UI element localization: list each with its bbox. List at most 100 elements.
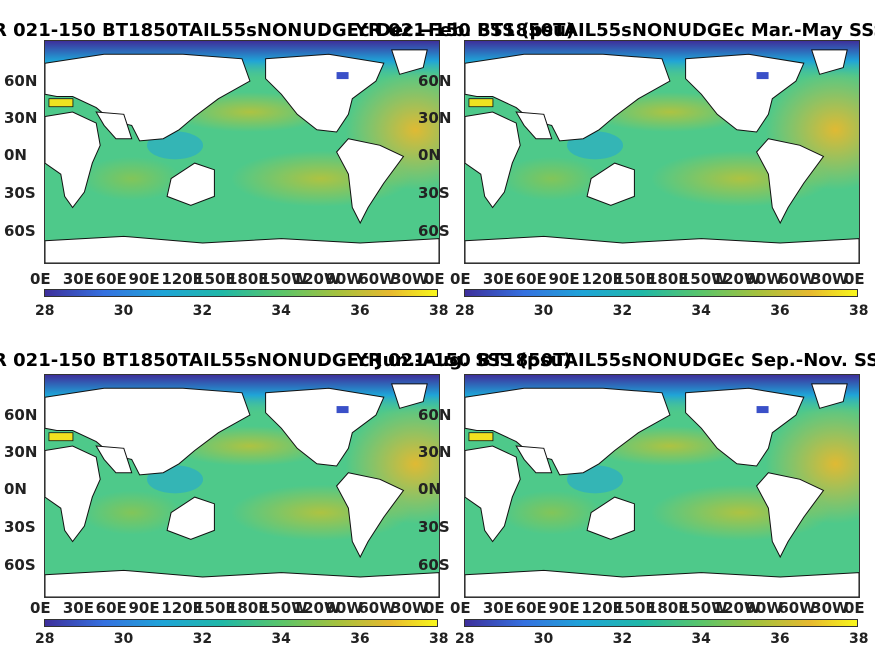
panel-title: YR 021-150 BT1850TAIL55sNONUDGEc Jun.-Au… (0, 350, 572, 371)
longitude-tick-label: 90E (128, 599, 160, 617)
longitude-tick-label: 150W (259, 270, 308, 288)
longitude-tick-label: 180E (227, 599, 269, 617)
map-canvas (45, 41, 439, 263)
colorbar-tick-label: 30 (113, 631, 134, 647)
colorbar-tick-label: 34 (271, 631, 291, 647)
longitude-tick-label: 120W (292, 599, 341, 617)
colorbar-tick-label: 30 (533, 303, 554, 319)
land-mass (465, 445, 521, 543)
land-mass (265, 387, 385, 467)
land-mass (465, 111, 521, 209)
longitude-tick-label: 0E (424, 270, 445, 288)
salinity-map (464, 374, 860, 598)
salinity-map (44, 40, 440, 264)
land-mass (685, 387, 805, 467)
longitude-tick-label: 90W (325, 599, 363, 617)
longitude-tick-label: 30W (811, 270, 849, 288)
mediterranean-high-salinity (468, 98, 494, 108)
land-mass (515, 445, 553, 474)
longitude-tick-label: 150E (614, 599, 656, 617)
latitude-tick-label: 0N (418, 480, 441, 499)
longitude-tick-label: 0E (844, 270, 865, 288)
mediterranean-high-salinity (48, 98, 74, 108)
latitude-tick-label: 60N (418, 71, 452, 90)
mediterranean-high-salinity (48, 432, 74, 442)
latitude-tick-label: 0N (418, 146, 441, 165)
longitude-tick-label: 120W (292, 270, 341, 288)
longitude-tick-label: 60E (95, 270, 127, 288)
longitude-tick-label: 0E (30, 599, 51, 617)
colorbar-tick-label: 28 (455, 631, 475, 647)
colorbar-tick-label: 38 (849, 303, 869, 319)
latitude-tick-label: 60N (4, 71, 38, 90)
colorbar-tick-label: 32 (192, 303, 213, 319)
land-mass (515, 111, 553, 140)
colorbar-tick-label: 32 (612, 631, 633, 647)
longitude-tick-label: 150W (259, 599, 308, 617)
land-mass (465, 235, 859, 263)
latitude-tick-label: 60S (4, 222, 36, 241)
hudson-bay-low-salinity (336, 406, 349, 414)
longitude-tick-label: 60E (515, 599, 547, 617)
latitude-tick-label: 60N (418, 405, 452, 424)
colorbar-tick-label: 34 (691, 303, 711, 319)
longitude-tick-label: 30E (482, 599, 514, 617)
latitude-tick-label: 0N (4, 480, 27, 499)
longitude-tick-label: 30E (482, 270, 514, 288)
latitude-tick-label: 30N (418, 108, 452, 127)
latitude-tick-label: 30S (4, 184, 36, 203)
colorbar-tick-label: 32 (192, 631, 213, 647)
land-mass (465, 569, 859, 597)
longitude-tick-label: 120E (161, 599, 203, 617)
land-mass (45, 569, 439, 597)
latitude-tick-label: 30N (418, 442, 452, 461)
longitude-tick-label: 30E (62, 270, 94, 288)
land-mass (465, 53, 671, 142)
salinity-map (44, 374, 440, 598)
longitude-tick-label: 180E (647, 599, 689, 617)
colorbar-tick-label: 28 (35, 631, 55, 647)
colorbar-tick-label: 38 (429, 303, 449, 319)
land-mass (45, 445, 101, 543)
colorbar (44, 289, 438, 297)
land-mass (335, 472, 405, 559)
hudson-bay-low-salinity (756, 72, 769, 80)
longitude-tick-label: 120E (161, 270, 203, 288)
latitude-tick-label: 60N (4, 405, 38, 424)
latitude-tick-label: 30N (4, 442, 38, 461)
latitude-tick-label: 30N (4, 108, 38, 127)
colorbar-tick-label: 30 (533, 631, 554, 647)
colorbar-tick-label: 36 (350, 303, 370, 319)
indian-ocean-salinity (81, 156, 182, 201)
longitude-tick-label: 30W (391, 599, 429, 617)
longitude-tick-label: 0E (30, 270, 51, 288)
latitude-tick-label: 60S (4, 556, 36, 575)
longitude-tick-label: 60W (358, 599, 396, 617)
longitude-tick-label: 150E (194, 599, 236, 617)
longitude-tick-label: 90W (745, 270, 783, 288)
land-mass (95, 111, 133, 140)
longitude-tick-label: 180E (647, 270, 689, 288)
longitude-tick-label: 30E (62, 599, 94, 617)
colorbar-tick-label: 32 (612, 303, 633, 319)
longitude-tick-label: 90W (745, 599, 783, 617)
land-mass (811, 383, 848, 409)
longitude-tick-label: 90W (325, 270, 363, 288)
land-mass (166, 162, 215, 206)
land-mass (755, 472, 825, 559)
longitude-tick-label: 150W (679, 270, 728, 288)
longitude-tick-label: 60E (95, 599, 127, 617)
latitude-tick-label: 30S (418, 184, 450, 203)
longitude-tick-label: 150E (194, 270, 236, 288)
latitude-tick-label: 30S (418, 518, 450, 537)
colorbar-tick-label: 36 (350, 631, 370, 647)
longitude-tick-label: 150W (679, 599, 728, 617)
colorbar (464, 619, 858, 627)
longitude-tick-label: 90E (128, 270, 160, 288)
latitude-tick-label: 30S (4, 518, 36, 537)
salinity-map (464, 40, 860, 264)
colorbar-tick-label: 28 (35, 303, 55, 319)
latitude-tick-label: 0N (4, 146, 27, 165)
latitude-tick-label: 60S (418, 222, 450, 241)
